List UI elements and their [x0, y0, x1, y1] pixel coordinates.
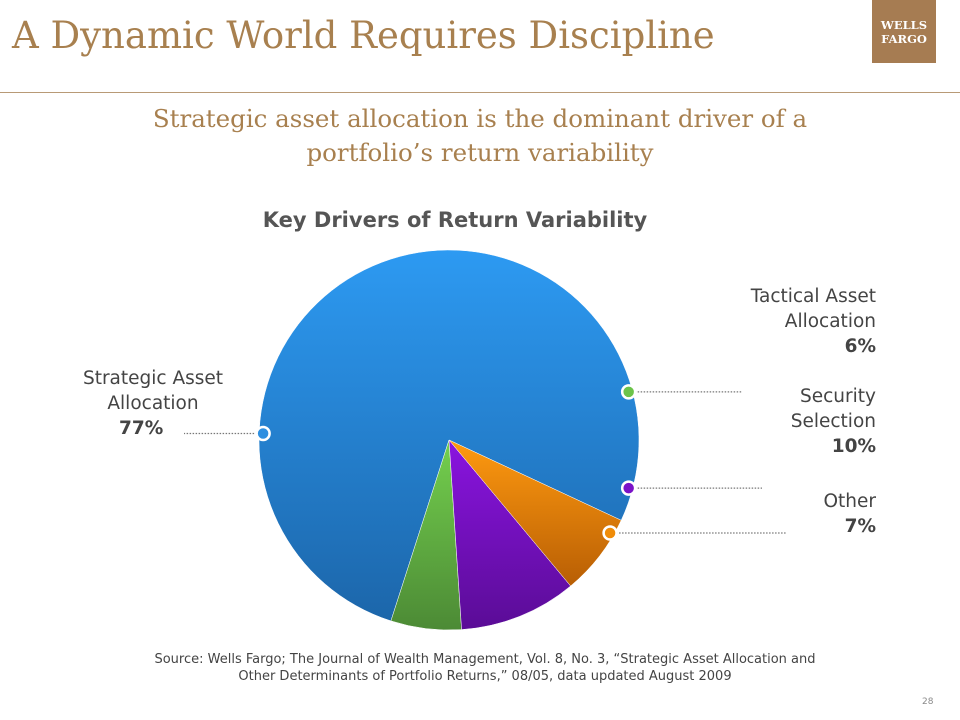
label-other: Other 7% — [676, 489, 876, 539]
marker-dot-security-selection — [620, 480, 637, 496]
source-line-2: Other Determinants of Portfolio Returns,… — [238, 669, 732, 684]
label-other-line-1: Other — [823, 491, 876, 512]
pie-slices — [258, 249, 640, 631]
chart-title: Key Drivers of Return Variability — [262, 208, 648, 232]
subtitle-line-2: portfolio’s return variability — [306, 138, 654, 167]
source-note: Source: Wells Fargo; The Journal of Weal… — [0, 651, 960, 685]
slide-subtitle: Strategic asset allocation is the domina… — [0, 102, 960, 170]
label-tactical-asset-allocation: Tactical Asset Allocation 6% — [676, 284, 876, 359]
label-tactical-line-2: Allocation — [784, 311, 876, 332]
label-security-selection: Security Selection 10% — [676, 384, 876, 459]
marker-dot-strategic-asset-allocation — [255, 425, 271, 442]
label-tactical-percent: 6% — [844, 336, 876, 357]
wells-fargo-logo: WELLS FARGO — [872, 0, 936, 63]
page-number: 28 — [922, 697, 934, 707]
label-strategic-percent: 77% — [119, 418, 164, 439]
pie-slice-security-selection — [448, 439, 571, 630]
label-security-line-2: Selection — [790, 411, 876, 432]
logo-line-1: WELLS — [880, 17, 928, 32]
label-other-percent: 7% — [844, 516, 876, 537]
label-strategic-line-2: Allocation — [107, 393, 199, 414]
label-tactical-line-1: Tactical Asset — [750, 286, 876, 307]
marker-dot-other — [602, 525, 618, 541]
pie-slice-other — [448, 439, 622, 587]
source-line-1: Source: Wells Fargo; The Journal of Weal… — [154, 652, 816, 667]
label-security-percent: 10% — [831, 436, 876, 457]
header-divider — [0, 92, 960, 93]
subtitle-line-1: Strategic asset allocation is the domina… — [152, 104, 808, 133]
logo-line-2: FARGO — [881, 31, 927, 46]
label-strategic-line-1: Strategic Asset — [82, 368, 224, 389]
label-strategic-asset-allocation: Strategic Asset Allocation 77% — [58, 366, 248, 441]
pie-leader-lines — [184, 384, 786, 541]
marker-dot-tactical-asset-allocation — [620, 384, 637, 400]
slide-title: A Dynamic World Requires Discipline — [12, 14, 715, 57]
label-security-line-1: Security — [800, 386, 876, 407]
